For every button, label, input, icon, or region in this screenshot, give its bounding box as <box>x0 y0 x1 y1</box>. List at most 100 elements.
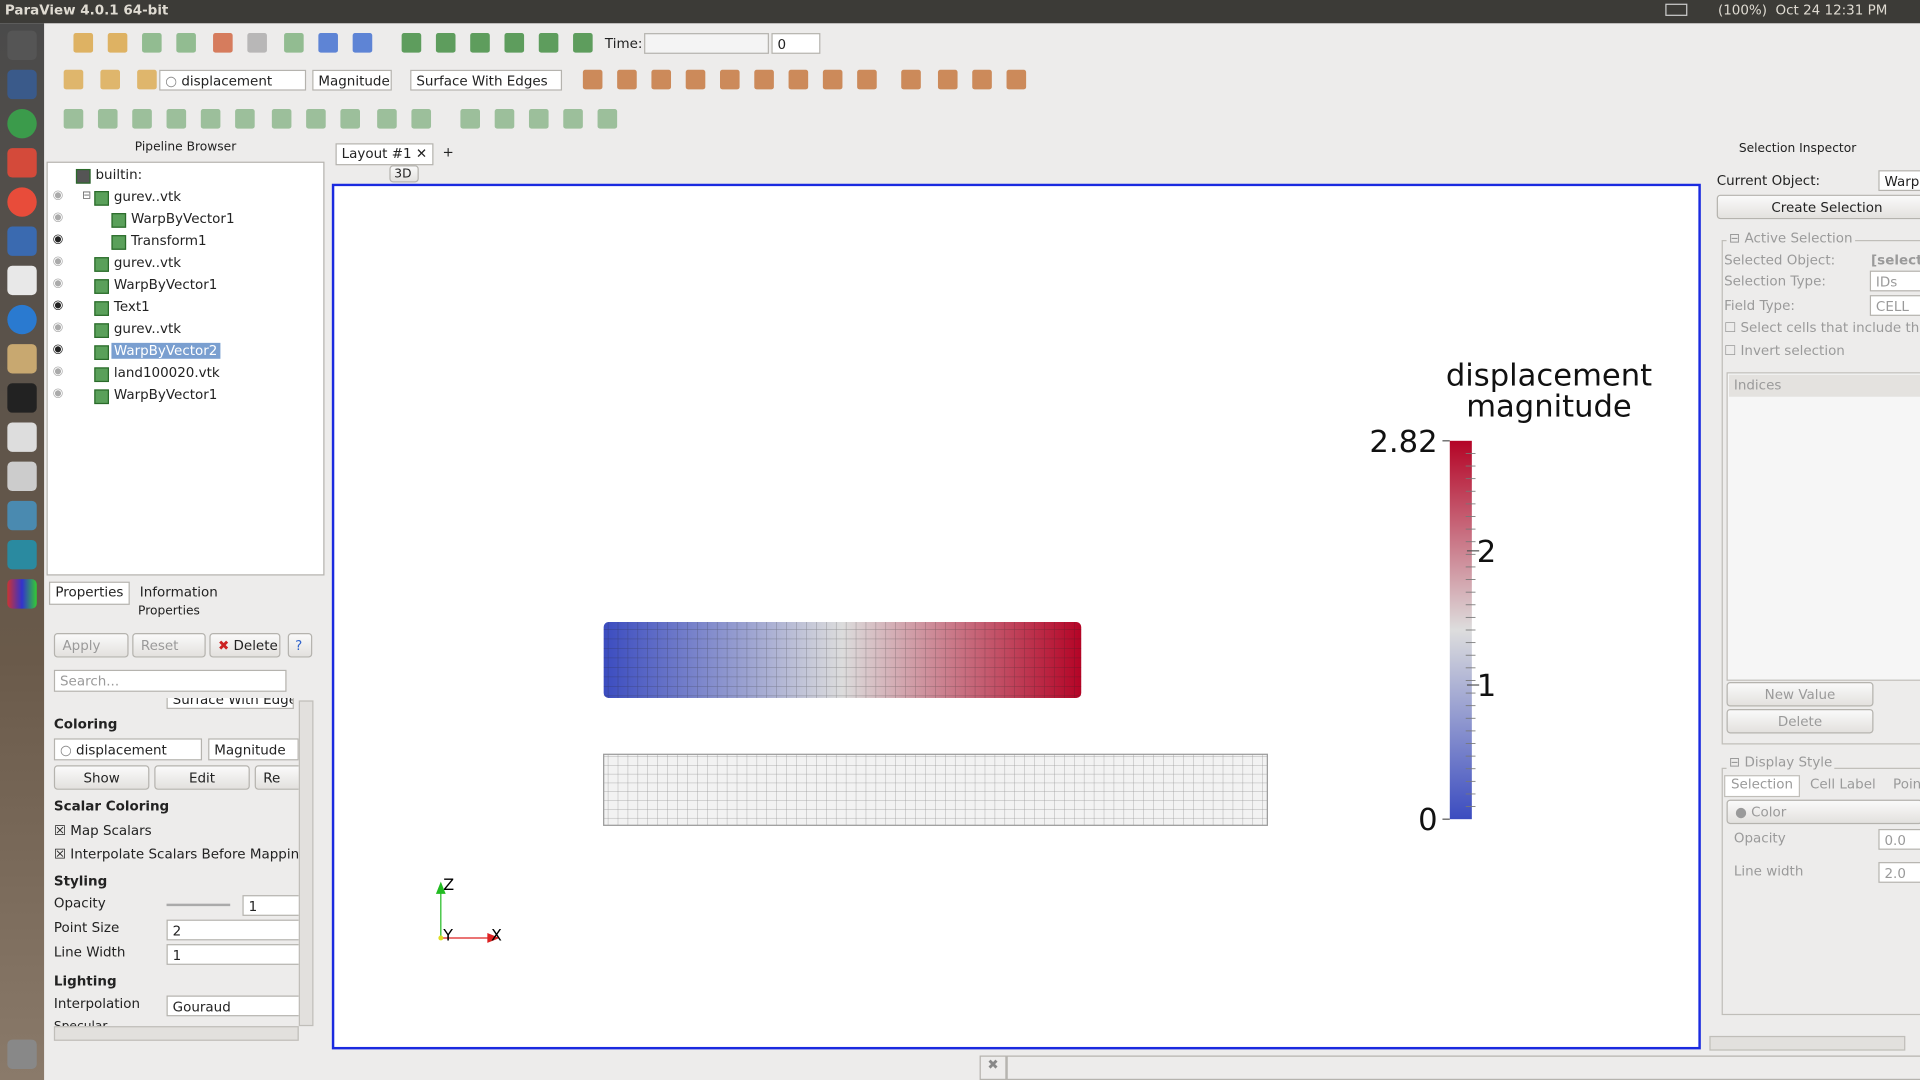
toolbar-button[interactable] <box>685 69 706 90</box>
tab[interactable]: Properties <box>48 581 130 605</box>
toolbar-button[interactable] <box>377 108 397 129</box>
line-width-field[interactable]: 2.0 <box>1878 862 1920 883</box>
pipeline-item[interactable]: WarpByVector1 <box>131 210 235 227</box>
toolbar-button[interactable] <box>142 33 162 53</box>
toolbar-button[interactable] <box>107 33 128 53</box>
toolbar-button[interactable] <box>401 33 422 53</box>
toolbar-button[interactable] <box>528 108 549 129</box>
time-field[interactable] <box>644 33 769 54</box>
pipeline-item[interactable]: land100020.vtk <box>113 364 220 381</box>
pipeline-item[interactable]: gurev..vtk <box>113 254 182 271</box>
toolbar-button[interactable] <box>617 69 637 90</box>
toolbar-button[interactable] <box>235 108 255 129</box>
opacity-field[interactable]: 0.0 <box>1878 828 1920 850</box>
create-selection-button[interactable]: Create Selection <box>1716 194 1920 220</box>
tab[interactable]: Information <box>139 584 218 601</box>
toolbar-button[interactable] <box>352 33 373 53</box>
toolbar-button[interactable] <box>573 33 593 53</box>
toolbar-button[interactable] <box>1006 69 1027 90</box>
checkbox[interactable]: ☒ Map Scalars <box>53 822 152 839</box>
launcher-icon[interactable] <box>7 226 37 256</box>
toolbar-button[interactable] <box>582 69 603 90</box>
toolbar-button[interactable] <box>597 108 618 129</box>
pipeline-item[interactable]: gurev..vtk <box>113 320 182 337</box>
time-step[interactable]: 0 <box>771 33 821 54</box>
launcher-icon[interactable] <box>7 579 37 609</box>
pipeline-item[interactable]: WarpByVector1 <box>113 386 218 403</box>
pipeline-item[interactable]: builtin: <box>95 166 143 183</box>
toolbar-button[interactable] <box>271 108 292 129</box>
close-button[interactable]: ✖ <box>979 1055 1007 1080</box>
launcher-icon[interactable] <box>7 461 37 492</box>
toolbar-button[interactable] <box>788 69 809 90</box>
search-field[interactable]: Search... <box>53 669 287 692</box>
toolbar-button[interactable] <box>100 69 121 90</box>
add-tab[interactable]: + <box>442 144 454 161</box>
scrollbar[interactable] <box>1709 1035 1906 1051</box>
toolbar-button[interactable] <box>901 69 921 90</box>
toolbar-button[interactable] <box>411 108 432 129</box>
opacity-field[interactable]: 1 <box>242 895 299 916</box>
toolbar-button[interactable] <box>754 69 774 90</box>
toolbar-button[interactable] <box>97 108 118 129</box>
checkbox[interactable]: ☐ Invert selection <box>1724 342 1845 359</box>
color-by-select[interactable]: ○ displacement <box>159 69 307 91</box>
field-type-select[interactable]: CELL <box>1869 295 1920 316</box>
toolbar-button[interactable] <box>306 108 326 129</box>
interpolation-select[interactable]: Gouraud <box>166 995 299 1017</box>
selection-type-select[interactable]: IDs <box>1869 270 1920 292</box>
checkbox[interactable]: ☒ Interpolate Scalars Before Mapping <box>54 846 299 862</box>
representation-field[interactable]: Surface With Edges <box>166 697 294 709</box>
launcher-icon[interactable] <box>7 500 37 531</box>
toolbar-button[interactable] <box>720 69 740 90</box>
color-button[interactable]: ● Color <box>1726 799 1920 825</box>
component-select[interactable]: Magnitude <box>208 738 299 761</box>
toolbar-button[interactable] <box>651 69 672 90</box>
toolbar-button[interactable] <box>972 69 992 90</box>
rescale-button[interactable]: Re <box>254 765 299 790</box>
toolbar-button[interactable] <box>132 108 152 129</box>
toolbar-button[interactable] <box>73 33 94 53</box>
launcher-icon[interactable] <box>7 540 37 570</box>
scrollbar[interactable] <box>53 1026 299 1041</box>
tab[interactable]: Point Label <box>1893 776 1920 793</box>
clock[interactable]: Oct 24 12:31 PM <box>1775 2 1888 19</box>
scrollbar[interactable] <box>298 700 314 1027</box>
show-button[interactable]: Show <box>53 765 150 790</box>
launcher-icon[interactable] <box>7 108 37 139</box>
delete-button[interactable]: Delete <box>1726 708 1874 734</box>
component-select[interactable]: Magnitude <box>312 69 392 91</box>
toolbar-button[interactable] <box>494 108 515 129</box>
new-value-button[interactable]: New Value <box>1726 682 1874 707</box>
toolbar-button[interactable] <box>176 33 196 53</box>
toolbar-button[interactable] <box>247 33 267 53</box>
slider[interactable] <box>166 903 231 907</box>
toolbar-button[interactable] <box>822 69 843 90</box>
toolbar-button[interactable] <box>563 108 583 129</box>
layout-tab[interactable]: Layout #1 ✕ <box>335 143 434 166</box>
camera-mode[interactable]: 3D <box>389 165 419 183</box>
array-select[interactable]: ○ displacement <box>53 738 203 761</box>
toolbar-button[interactable] <box>435 33 456 53</box>
launcher-icon[interactable] <box>7 344 37 374</box>
pipeline-item[interactable]: Transform1 <box>131 232 207 249</box>
toolbar-button[interactable] <box>63 108 84 129</box>
edit-button[interactable]: Edit <box>154 765 250 790</box>
line-width-field[interactable]: 1 <box>166 944 299 965</box>
tab[interactable]: Cell Label <box>1809 776 1876 793</box>
trash-icon[interactable] <box>7 1039 37 1069</box>
toolbar-button[interactable] <box>318 33 338 53</box>
launcher-icon[interactable] <box>7 187 37 217</box>
toolbar-button[interactable] <box>504 33 525 53</box>
pipeline-item[interactable]: Text1 <box>113 298 150 315</box>
tab[interactable]: Selection <box>1724 775 1801 798</box>
launcher-icon[interactable] <box>7 304 37 335</box>
toolbar-button[interactable] <box>937 69 958 90</box>
toolbar-button[interactable] <box>213 33 233 53</box>
launcher-icon[interactable] <box>7 422 37 452</box>
launcher-icon[interactable] <box>7 265 37 296</box>
current-object-select[interactable]: WarpByVector2 <box>1878 170 1920 192</box>
help-button[interactable]: ? <box>287 633 313 658</box>
toolbar-button[interactable] <box>63 69 84 90</box>
toolbar-button[interactable] <box>857 69 877 90</box>
